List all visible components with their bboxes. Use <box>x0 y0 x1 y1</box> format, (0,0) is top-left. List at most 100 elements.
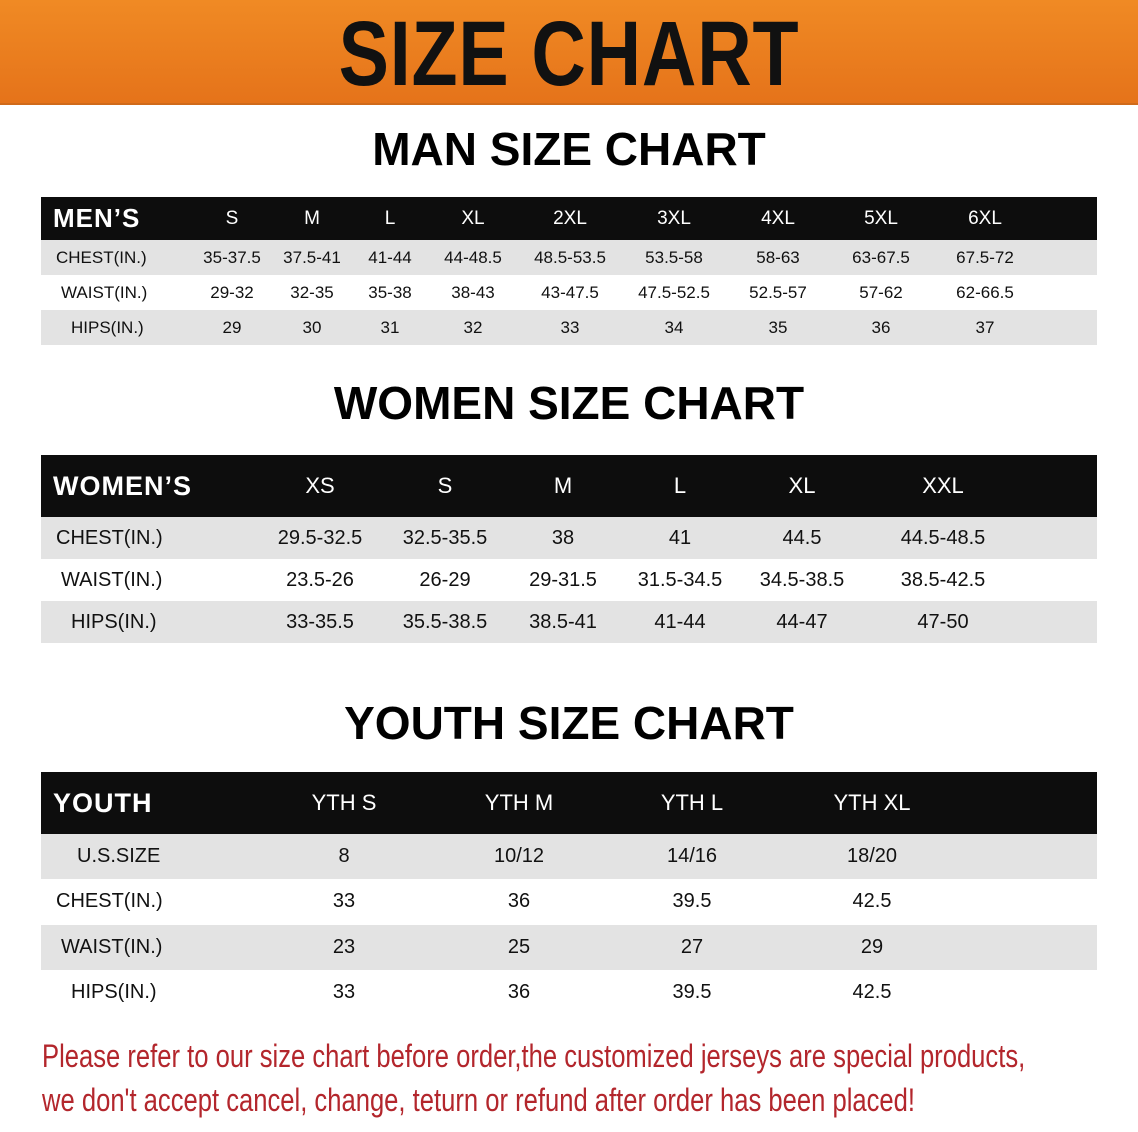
table-row: WAIST(IN.) 23 25 27 29 <box>41 924 1097 970</box>
row-label: CHEST(IN.) <box>56 526 163 549</box>
table-cell: 38.5-41 <box>529 610 597 633</box>
size-column-header: S <box>437 473 453 498</box>
table-cell: 48.5-53.5 <box>534 247 606 267</box>
table-cell: 8 <box>338 845 350 868</box>
table-cell: 29 <box>222 317 242 337</box>
table-cell: 18/20 <box>846 845 898 868</box>
table-cell: 52.5-57 <box>749 282 807 302</box>
header-label: YOUTH <box>53 787 153 818</box>
table-cell: 43-47.5 <box>541 282 599 302</box>
table-cell: 36 <box>507 890 531 913</box>
table-row: WAIST(IN.) 23.5-26 26-29 29-31.5 31.5-34.5 34… <box>41 559 1097 601</box>
table-cell: 31.5-34.5 <box>637 568 723 591</box>
youth-size-table: YOUTH YTH S YTH M YTH L YTH XL U.S.SIZE 8 10/12… <box>41 772 1097 1015</box>
table-row: HIPS(IN.) 29 30 31 32 33 34 35 36 37 <box>41 310 1097 345</box>
table-cell: 37 <box>975 317 995 337</box>
table-cell: 57-62 <box>859 282 903 302</box>
table-cell: 33 <box>332 980 356 1003</box>
size-column-header: 5XL <box>864 207 898 229</box>
table-cell: 27 <box>680 935 704 958</box>
table-cell: 37.5-41 <box>283 247 341 267</box>
men-size-table: MEN’S S M L XL 2XL 3XL 4XL 5XL 6XL CHEST(IN.) 35-37… <box>41 197 1097 345</box>
size-column-header: YTH S <box>311 790 377 815</box>
table-cell: 63-67.5 <box>852 247 910 267</box>
table-cell: 47.5-52.5 <box>638 282 710 302</box>
size-column-header: XL <box>788 473 816 498</box>
row-label: HIPS(IN.) <box>71 317 144 337</box>
size-column-header: 3XL <box>657 207 691 229</box>
table-row: CHEST(IN.) 35-37.5 37.5-41 41-44 44-48.5 48.5… <box>41 240 1097 275</box>
table-cell: 29-32 <box>210 282 254 302</box>
row-label: WAIST(IN.) <box>61 935 163 958</box>
row-label: WAIST(IN.) <box>61 568 163 591</box>
size-column-header: XL <box>461 207 485 229</box>
table-cell: 33 <box>560 317 580 337</box>
row-label: HIPS(IN.) <box>71 980 157 1003</box>
size-column-header: S <box>225 207 239 229</box>
notice-line-2: we don't accept cancel, change, teturn o… <box>42 1082 915 1118</box>
table-cell: 14/16 <box>666 845 718 868</box>
table-cell: 41-44 <box>368 247 412 267</box>
table-cell: 62-66.5 <box>956 282 1014 302</box>
table-cell: 44.5-48.5 <box>900 526 986 549</box>
row-label: HIPS(IN.) <box>71 610 157 633</box>
table-cell: 41-44 <box>654 610 706 633</box>
table-cell: 36 <box>871 317 891 337</box>
banner: SIZE CHART <box>0 0 1138 105</box>
table-cell: 33-35.5 <box>286 610 354 633</box>
women-section-title: WOMEN SIZE CHART <box>333 377 805 429</box>
size-column-header: L <box>384 207 396 229</box>
table-cell: 36 <box>507 980 531 1003</box>
table-cell: 10/12 <box>493 845 545 868</box>
banner-title: SIZE CHART <box>338 3 800 105</box>
row-label: CHEST(IN.) <box>56 890 163 913</box>
table-cell: 25 <box>507 935 531 958</box>
table-cell: 29-31.5 <box>529 568 597 591</box>
table-row: U.S.SIZE 8 10/12 14/16 18/20 <box>41 834 1097 880</box>
youth-section-title: YOUTH SIZE CHART <box>344 697 794 749</box>
size-column-header: M <box>553 473 573 498</box>
table-row: CHEST(IN.) 29.5-32.5 32.5-35.5 38 41 44.5 44.5… <box>41 517 1097 559</box>
table-cell: 34 <box>664 317 684 337</box>
table-header-row: WOMEN’S XS S M L XL XXL <box>41 455 1097 517</box>
table-row: CHEST(IN.) 33 36 39.5 42.5 <box>41 879 1097 924</box>
table-cell: 35-37.5 <box>203 247 261 267</box>
table-cell: 32.5-35.5 <box>402 526 488 549</box>
notice-line-1: Please refer to our size chart before or… <box>42 1038 1026 1074</box>
table-cell: 44-48.5 <box>444 247 502 267</box>
table-cell: 35 <box>768 317 788 337</box>
table-cell: 29 <box>860 935 884 958</box>
table-cell: 53.5-58 <box>645 247 703 267</box>
table-cell: 38-43 <box>451 282 495 302</box>
header-label: WOMEN’S <box>53 470 192 501</box>
table-cell: 29.5-32.5 <box>277 526 363 549</box>
table-cell: 26-29 <box>419 568 471 591</box>
table-cell: 23 <box>332 935 356 958</box>
table-cell: 35.5-38.5 <box>402 610 488 633</box>
row-label: U.S.SIZE <box>77 845 161 868</box>
size-column-header: 4XL <box>761 207 795 229</box>
table-cell: 35-38 <box>368 282 412 302</box>
table-cell: 44.5 <box>782 526 822 549</box>
size-column-header: 6XL <box>968 207 1002 229</box>
table-cell: 38.5-42.5 <box>900 568 986 591</box>
size-column-header: YTH XL <box>833 790 911 815</box>
row-label: CHEST(IN.) <box>56 247 147 267</box>
table-cell: 31 <box>380 317 400 337</box>
table-cell: 58-63 <box>756 247 800 267</box>
size-column-header: 2XL <box>553 207 587 229</box>
row-label: WAIST(IN.) <box>61 282 148 302</box>
table-row: HIPS(IN.) 33 36 39.5 42.5 <box>41 970 1097 1015</box>
table-cell: 39.5 <box>672 890 712 913</box>
table-cell: 41 <box>668 526 692 549</box>
women-size-table: WOMEN’S XS S M L XL XXL CHEST(IN.) 29.5-32.5 32.5… <box>41 455 1097 643</box>
table-cell: 67.5-72 <box>956 247 1014 267</box>
men-section-title: MAN SIZE CHART <box>372 123 766 175</box>
table-cell: 44-47 <box>776 610 828 633</box>
size-column-header: YTH L <box>660 790 724 815</box>
size-column-header: XXL <box>922 473 964 498</box>
table-cell: 47-50 <box>917 610 969 633</box>
table-row: WAIST(IN.) 29-32 32-35 35-38 38-43 43-47.5 47.… <box>41 275 1097 310</box>
table-cell: 32-35 <box>290 282 334 302</box>
table-cell: 39.5 <box>672 980 712 1003</box>
